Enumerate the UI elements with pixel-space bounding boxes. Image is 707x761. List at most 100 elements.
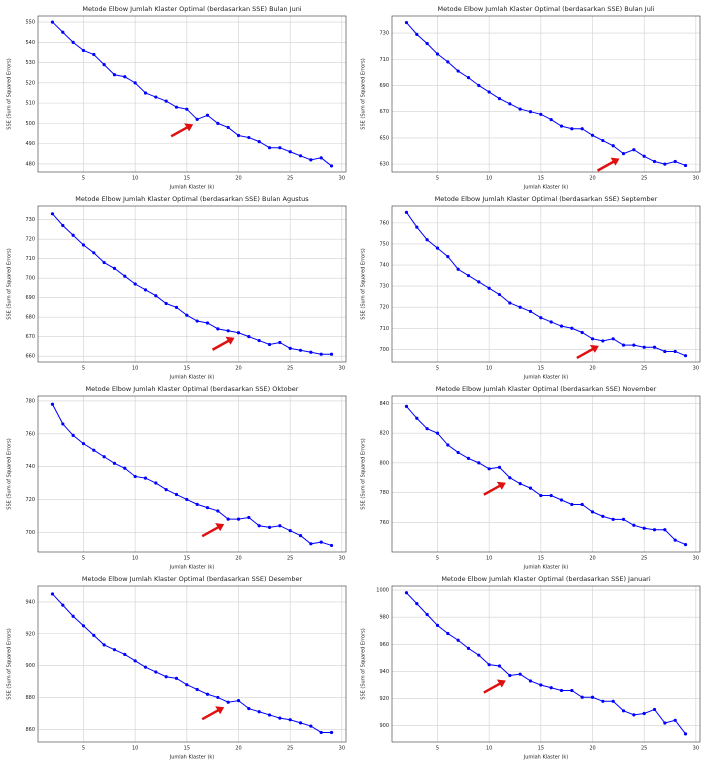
data-point (570, 127, 574, 131)
data-point (518, 482, 522, 486)
data-point (528, 486, 533, 490)
x-tick-label: 5 (82, 176, 85, 182)
data-line (406, 406, 686, 546)
data-point (518, 305, 522, 309)
x-tick-label: 25 (641, 556, 647, 562)
x-tick-label: 30 (339, 746, 345, 752)
data-line (52, 593, 332, 733)
data-point (226, 125, 230, 130)
data-point (154, 481, 158, 485)
annotation-arrow (483, 481, 506, 496)
data-point (133, 282, 137, 286)
data-point (446, 60, 450, 64)
x-tick-label: 10 (486, 366, 492, 372)
x-tick-label: 15 (538, 746, 544, 752)
data-point (559, 688, 564, 693)
data-point (278, 146, 282, 150)
data-point (477, 461, 481, 465)
data-point (205, 113, 210, 117)
x-tick-label: 30 (693, 746, 699, 752)
data-point (216, 509, 220, 513)
y-tick-label: 980 (379, 615, 389, 621)
y-tick-label: 920 (25, 631, 35, 637)
data-point (133, 81, 137, 85)
x-axis-label: Jumlah Klaster (k) (523, 755, 569, 761)
data-point (477, 280, 481, 284)
data-point (61, 30, 65, 34)
data-point (195, 319, 199, 323)
x-axis-label: Jumlah Klaster (k) (523, 565, 569, 571)
data-point (497, 96, 502, 101)
data-point (205, 506, 210, 510)
x-tick-label: 15 (538, 366, 544, 372)
data-point (539, 316, 543, 320)
data-point (247, 515, 251, 520)
x-tick-label: 5 (82, 746, 85, 752)
data-point (257, 524, 261, 528)
data-point (415, 225, 419, 229)
data-point (652, 159, 657, 164)
y-tick-label: 710 (25, 256, 35, 262)
data-point (580, 695, 584, 699)
data-point (559, 124, 564, 128)
data-point (559, 498, 564, 502)
data-point (415, 602, 419, 606)
annotation-arrow (483, 679, 506, 694)
data-point (621, 517, 626, 521)
data-point (446, 631, 450, 636)
data-point (508, 102, 512, 106)
data-point (309, 350, 313, 354)
data-point (632, 713, 636, 717)
data-point (143, 91, 148, 95)
data-point (92, 448, 96, 452)
data-point (102, 260, 106, 265)
x-tick-label: 15 (184, 556, 190, 562)
data-line (52, 213, 332, 355)
y-tick-label: 760 (25, 431, 35, 437)
data-point (611, 517, 615, 521)
y-tick-label: 780 (379, 490, 389, 496)
data-point (404, 404, 409, 408)
data-point (642, 345, 646, 349)
data-point (683, 163, 688, 168)
x-tick-label: 30 (339, 556, 345, 562)
data-point (508, 301, 512, 305)
x-tick-label: 15 (184, 176, 190, 182)
data-point (425, 41, 429, 46)
chart-title: Metode Elbow Jumlah Klaster Optimal (ber… (438, 5, 655, 13)
data-point (549, 320, 553, 324)
data-point (456, 450, 460, 455)
data-point (50, 402, 55, 406)
data-point (611, 699, 615, 703)
arrow-shaft (211, 338, 232, 351)
chart-title: Metode Elbow Jumlah Klaster Optimal (ber… (82, 575, 303, 583)
data-point (590, 133, 595, 137)
data-point (278, 716, 282, 720)
x-tick-label: 20 (589, 176, 595, 182)
data-point (278, 340, 282, 345)
y-axis-label: SSE (Sum of Squared Errors) (361, 248, 367, 319)
data-point (164, 99, 168, 103)
arrow-head (215, 523, 225, 532)
x-axis-label: Jumlah Klaster (k) (169, 755, 215, 761)
data-point (267, 146, 272, 150)
data-point (601, 699, 605, 703)
plot-frame (37, 15, 347, 173)
data-point (319, 156, 323, 160)
data-point (143, 288, 148, 292)
x-axis-label: Jumlah Klaster (k) (169, 565, 215, 571)
data-point (102, 455, 106, 459)
data-point (528, 309, 533, 314)
data-point (497, 465, 502, 469)
x-tick-label: 20 (235, 366, 241, 372)
data-point (205, 692, 210, 696)
data-point (247, 335, 251, 339)
data-point (435, 246, 440, 250)
data-point (590, 337, 595, 341)
data-point (466, 76, 471, 80)
data-point (477, 83, 481, 88)
y-tick-label: 540 (25, 40, 35, 46)
y-tick-label: 940 (25, 599, 35, 605)
data-point (81, 442, 86, 446)
